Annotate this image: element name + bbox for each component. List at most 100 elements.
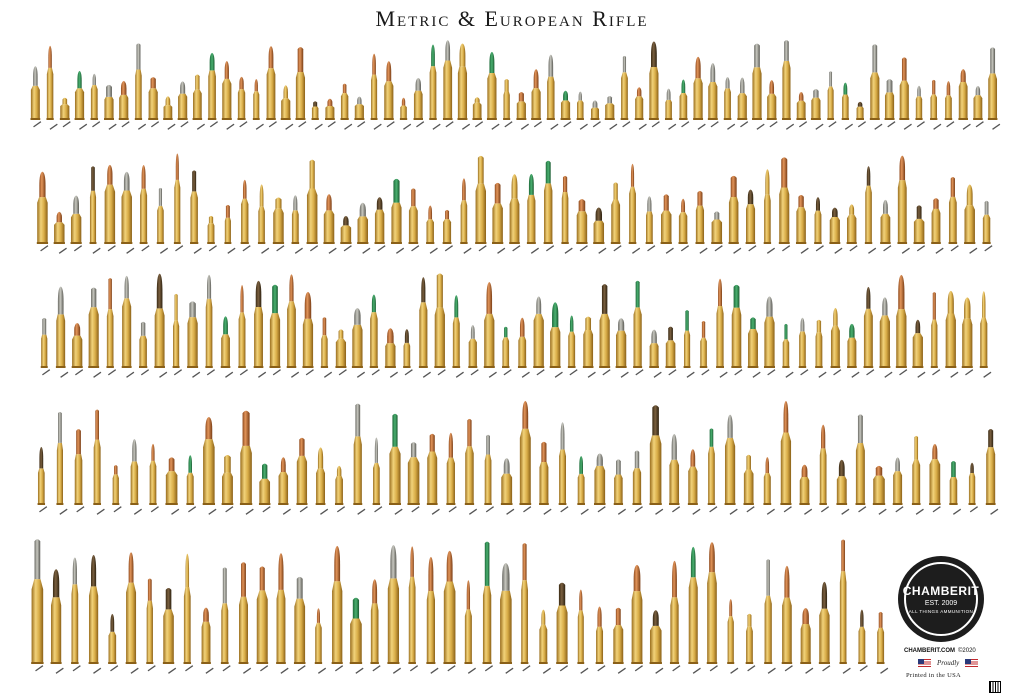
cartridge-rim xyxy=(452,366,461,368)
cartridge-label xyxy=(463,247,472,254)
cartridge-label xyxy=(355,667,364,674)
cartridge-bullet xyxy=(730,175,737,198)
cartridge-case xyxy=(839,571,847,664)
cartridge-bullet xyxy=(174,293,178,321)
cartridge-case xyxy=(253,91,260,120)
cartridge-rim xyxy=(961,366,973,368)
cartridge-label xyxy=(710,121,719,128)
cartridge-bullet xyxy=(518,91,524,102)
cartridge-label xyxy=(180,121,189,128)
cartridge-case xyxy=(88,586,99,664)
cartridge-case xyxy=(678,212,688,244)
cartridge-rim xyxy=(945,366,957,368)
cartridge-case xyxy=(560,100,571,120)
us-flag-icon xyxy=(965,659,979,667)
cartridge-case xyxy=(863,308,873,368)
cartridge-label xyxy=(647,245,656,252)
cartridge-rim xyxy=(613,503,624,505)
cartridge-case xyxy=(446,457,455,505)
cartridge-rim xyxy=(256,662,269,664)
cartridge-case xyxy=(104,184,116,244)
cartridge xyxy=(763,456,775,515)
cartridge xyxy=(357,202,371,254)
cartridge-bullet xyxy=(685,310,689,331)
cartridge xyxy=(442,40,454,128)
cartridge xyxy=(106,278,117,376)
cartridge-rim xyxy=(354,118,365,120)
cartridge-case xyxy=(782,339,790,368)
cartridge-case xyxy=(443,581,456,664)
cartridge-bullet xyxy=(821,581,828,609)
cartridge-bullet xyxy=(883,199,888,214)
cartridge xyxy=(154,273,168,378)
cartridge-rim xyxy=(799,503,810,505)
cartridge-bullet xyxy=(690,546,696,578)
cartridge-bullet xyxy=(95,409,99,440)
cartridge-label xyxy=(622,121,631,128)
cartridge-case xyxy=(521,580,528,664)
cartridge-rim xyxy=(457,118,468,120)
cartridge-rim xyxy=(913,242,925,244)
cartridge xyxy=(985,429,999,515)
cartridge-case xyxy=(711,219,723,244)
cartridge-label xyxy=(159,371,168,378)
cartridge-rim xyxy=(50,662,62,664)
cartridge xyxy=(799,464,813,515)
cartridge-label xyxy=(447,665,456,672)
cartridge-label xyxy=(756,123,765,130)
cartridge-bullet xyxy=(519,317,525,337)
cartridge-rim xyxy=(443,662,456,664)
cartridge xyxy=(764,559,776,674)
cartridge xyxy=(492,182,506,254)
cartridge-rim xyxy=(895,366,907,368)
cartridge-label xyxy=(617,508,627,515)
cartridge xyxy=(841,82,853,130)
cartridge-bullet xyxy=(415,77,421,91)
cartridge-rim xyxy=(752,118,762,120)
cartridge-rim xyxy=(847,366,857,368)
cartridge-case xyxy=(112,474,119,505)
cartridge xyxy=(340,215,352,252)
cartridge-rim xyxy=(384,366,396,368)
cartridge-rim xyxy=(800,662,812,664)
cartridge xyxy=(519,400,532,513)
cartridge-label xyxy=(261,247,270,254)
cartridge-rim xyxy=(509,242,520,244)
cartridge xyxy=(847,323,860,378)
cartridge-case xyxy=(599,313,610,368)
cartridge-rim xyxy=(121,242,133,244)
cartridge-rim xyxy=(948,242,958,244)
cartridge-bullet xyxy=(180,81,186,94)
cartridge-rim xyxy=(517,366,527,368)
cartridge-rim xyxy=(331,662,343,664)
cartridge-bullet xyxy=(392,413,398,447)
cartridge-rim xyxy=(70,242,82,244)
cartridge-label xyxy=(255,123,264,130)
cartridge-rim xyxy=(272,242,285,244)
cartridge-rim xyxy=(190,242,199,244)
cartridge-label xyxy=(800,247,809,254)
cartridge-case xyxy=(37,197,48,244)
cartridge-label xyxy=(297,665,306,672)
cartridge xyxy=(50,569,64,674)
cartridge-bullet xyxy=(960,68,966,82)
cartridge-rim xyxy=(669,662,680,664)
cartridge-label xyxy=(533,121,542,128)
cartridge-rim xyxy=(798,366,807,368)
cartridge xyxy=(582,316,596,378)
cartridge-bullet xyxy=(110,613,115,632)
cartridge xyxy=(884,79,896,128)
cartridge-case xyxy=(56,442,63,505)
cartridge-bullet xyxy=(946,81,951,96)
cartridge-rim xyxy=(688,662,699,664)
cartridge-label xyxy=(884,371,893,378)
cartridge xyxy=(931,198,944,254)
cartridge-rim xyxy=(706,662,718,664)
cartridge xyxy=(577,589,589,674)
cartridge-bullet xyxy=(147,578,152,601)
cartridge-bullet xyxy=(558,582,566,606)
cartridge-bullet xyxy=(259,184,264,207)
cartridge-case xyxy=(670,597,679,664)
cartridge-case xyxy=(187,317,198,368)
cartridge-bullet xyxy=(222,567,227,604)
